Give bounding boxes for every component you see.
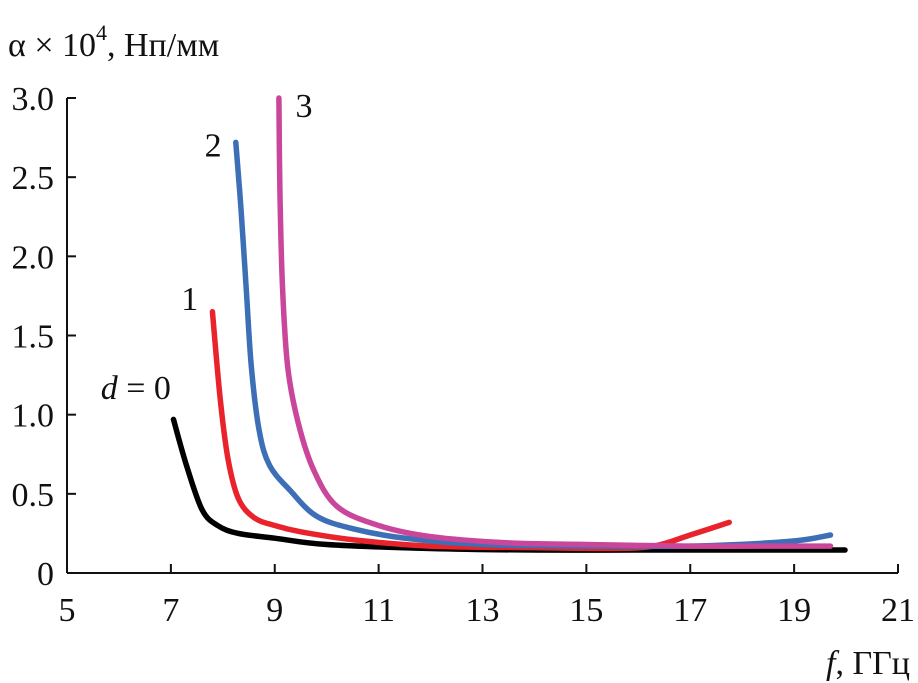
series-layer — [170, 95, 848, 553]
series-line-3 — [276, 95, 834, 549]
x-axis-title: f, ГГц — [826, 645, 910, 682]
curve-label-1: 1 — [181, 281, 198, 318]
curve-label-2: 2 — [205, 128, 222, 165]
y-tick-label: 1.0 — [12, 398, 55, 435]
x-tick-label: 7 — [162, 592, 179, 629]
y-tick-label: 1.5 — [12, 319, 55, 356]
x-tick-label: 17 — [673, 592, 707, 629]
y-axis-title: α × 104, Нп/мм — [8, 20, 219, 64]
series-line-1 — [209, 309, 732, 552]
y-tick-label: 0.5 — [12, 477, 55, 514]
x-tick-label: 13 — [466, 592, 500, 629]
x-tick-label: 9 — [266, 592, 283, 629]
series-line-0 — [170, 416, 848, 553]
curve-labels: d = 0 1 2 3 — [101, 88, 313, 407]
x-tick-label: 5 — [59, 592, 76, 629]
curve-label-3: 3 — [296, 88, 313, 125]
y-tick-label: 3.0 — [12, 81, 55, 118]
x-tick-label: 19 — [777, 592, 811, 629]
y-tick-label: 2.0 — [12, 239, 55, 276]
x-tick-label: 15 — [569, 592, 603, 629]
y-tick-label: 0 — [37, 556, 54, 593]
y-tick-label: 2.5 — [12, 160, 55, 197]
x-tick-label: 21 — [881, 592, 915, 629]
curve-label-0: d = 0 — [101, 370, 171, 407]
x-tick-label: 11 — [362, 592, 395, 629]
series-line-2 — [233, 139, 834, 550]
